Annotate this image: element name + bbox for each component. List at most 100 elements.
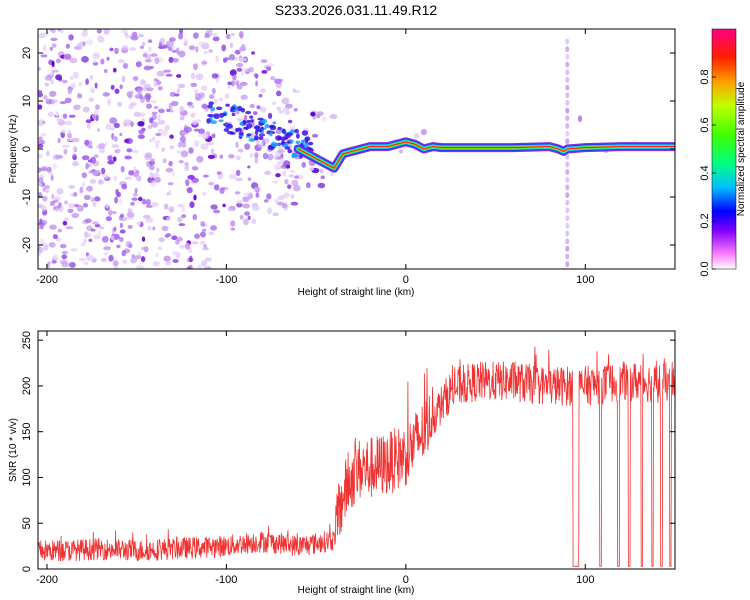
spectrogram-blob <box>139 93 144 100</box>
spectrogram-blob <box>211 87 216 94</box>
vertical-feature-dot <box>565 222 570 229</box>
spectrogram-blob <box>202 174 209 178</box>
spectrogram-vertical-feature <box>565 38 570 268</box>
spectrogram-blob <box>155 132 162 137</box>
spectrogram-blob <box>46 261 51 269</box>
spectrogram-blob <box>166 40 174 47</box>
spectrogram-blob <box>192 214 198 221</box>
spectrogram-blob <box>100 58 105 65</box>
spectrogram-blob <box>39 218 43 225</box>
spectrogram-blob <box>81 172 88 179</box>
spectrogram-blob-strong <box>249 115 254 119</box>
spectrogram-blob <box>191 177 200 183</box>
spectrogram-blob <box>193 32 199 39</box>
spectrogram-blob <box>247 165 251 169</box>
spectrogram-blob <box>211 73 219 79</box>
vertical-feature-dot <box>565 84 570 91</box>
spectrogram-blob <box>168 189 172 196</box>
spectrogram-blob <box>38 153 43 159</box>
spectrogram-blob <box>230 227 236 231</box>
spectrogram-blob-strong <box>287 149 293 154</box>
spectrogram-blob <box>168 56 174 63</box>
spectrogram-blob-strong <box>250 119 254 123</box>
spectrogram-blob-strong <box>246 133 252 137</box>
spectrogram-blob <box>85 39 94 46</box>
spectrogram-blob-strong <box>295 140 301 144</box>
spectrogram-blob <box>420 129 427 136</box>
spectrogram-blob <box>68 185 76 189</box>
spectrogram-blob <box>176 236 183 242</box>
spectrogram-blob <box>266 207 273 215</box>
spectrogram-blob <box>73 104 81 111</box>
snr-y-tick-label: 50 <box>21 517 33 529</box>
spectrogram-blob <box>133 166 137 173</box>
spectrogram-blob <box>282 107 290 112</box>
spectrogram-blob <box>321 116 327 122</box>
spectrogram-blob <box>240 94 248 100</box>
spectrogram-blob <box>181 207 186 212</box>
spectrogram-blob <box>236 117 245 122</box>
spectrogram-blob <box>50 37 58 42</box>
spectrogram-blob <box>73 192 78 197</box>
spectrogram-blob <box>216 171 222 175</box>
spectrogram-blob <box>63 217 70 222</box>
spectrogram-blob <box>122 45 129 51</box>
spectrogram-blob <box>55 237 62 242</box>
spectrogram-blob-strong <box>272 121 276 125</box>
spectrogram-blob-strong <box>213 115 220 119</box>
spectrogram-blob <box>111 144 119 148</box>
spectrogram-blob <box>157 86 163 91</box>
spectrogram-blob-strong <box>287 140 291 144</box>
spectrogram-blob-strong <box>245 110 252 115</box>
spectrogram-blob <box>106 56 110 61</box>
spectrogram-blob <box>235 169 241 176</box>
spectrogram-blob <box>157 119 166 125</box>
spectrogram-blob <box>130 121 134 128</box>
spectrogram-blob <box>190 72 195 80</box>
spectrogram-blob <box>195 73 204 81</box>
spectrogram-blob <box>180 150 189 158</box>
spectrogram-blob <box>282 170 287 177</box>
spectrogram-blob <box>258 133 266 137</box>
spectrogram-blob <box>151 172 160 179</box>
spectrogram-blob <box>163 255 171 262</box>
spectrogram-blob <box>77 93 83 99</box>
spectrogram-blob <box>220 15 224 19</box>
spectrogram-blob <box>227 207 234 212</box>
spectrogram-blob <box>55 74 63 81</box>
spectrogram-blob <box>78 81 83 87</box>
spectrogram-blob <box>169 37 176 42</box>
spectrogram-blob <box>261 139 265 145</box>
spectrogram-blob <box>38 92 44 98</box>
vertical-feature-dot <box>565 123 570 129</box>
spectrogram-blob <box>39 238 45 245</box>
spectrogram-blob <box>188 45 196 51</box>
spectrogram-blob <box>81 30 89 37</box>
spectrogram-blob <box>109 47 114 52</box>
spectrogram-blob <box>146 103 152 109</box>
spectrogram-blob <box>228 154 235 159</box>
spectrogram-blob <box>130 201 135 206</box>
spectrogram-blob <box>68 34 74 41</box>
spectrogram-blob <box>283 192 290 199</box>
snr-y-tick-label: 100 <box>21 468 33 486</box>
spectrogram-y-label: Frequency (Hz) <box>8 115 19 184</box>
spectrogram-x-tick-label: 100 <box>576 274 594 286</box>
spectrogram-blob <box>89 75 94 80</box>
spectrogram-blob <box>137 88 143 95</box>
spectrogram-blob <box>38 143 44 149</box>
spectrogram-blob <box>202 191 207 196</box>
spectrogram-blob <box>104 141 109 146</box>
spectrogram-blob <box>111 132 115 140</box>
spectrogram-blob <box>130 257 138 264</box>
vertical-feature-dot <box>565 215 570 222</box>
colorbar-ticks: 0.0 0.2 0.4 0.6 0.8 <box>699 69 716 277</box>
spectrogram-blob <box>178 33 184 40</box>
spectrogram-blob <box>116 244 121 249</box>
spectrogram-blob <box>176 88 180 94</box>
spectrogram-blob <box>89 178 97 184</box>
spectrogram-blob <box>38 104 43 110</box>
spectrogram-blob <box>236 67 243 72</box>
spectrogram-blob <box>218 97 224 102</box>
